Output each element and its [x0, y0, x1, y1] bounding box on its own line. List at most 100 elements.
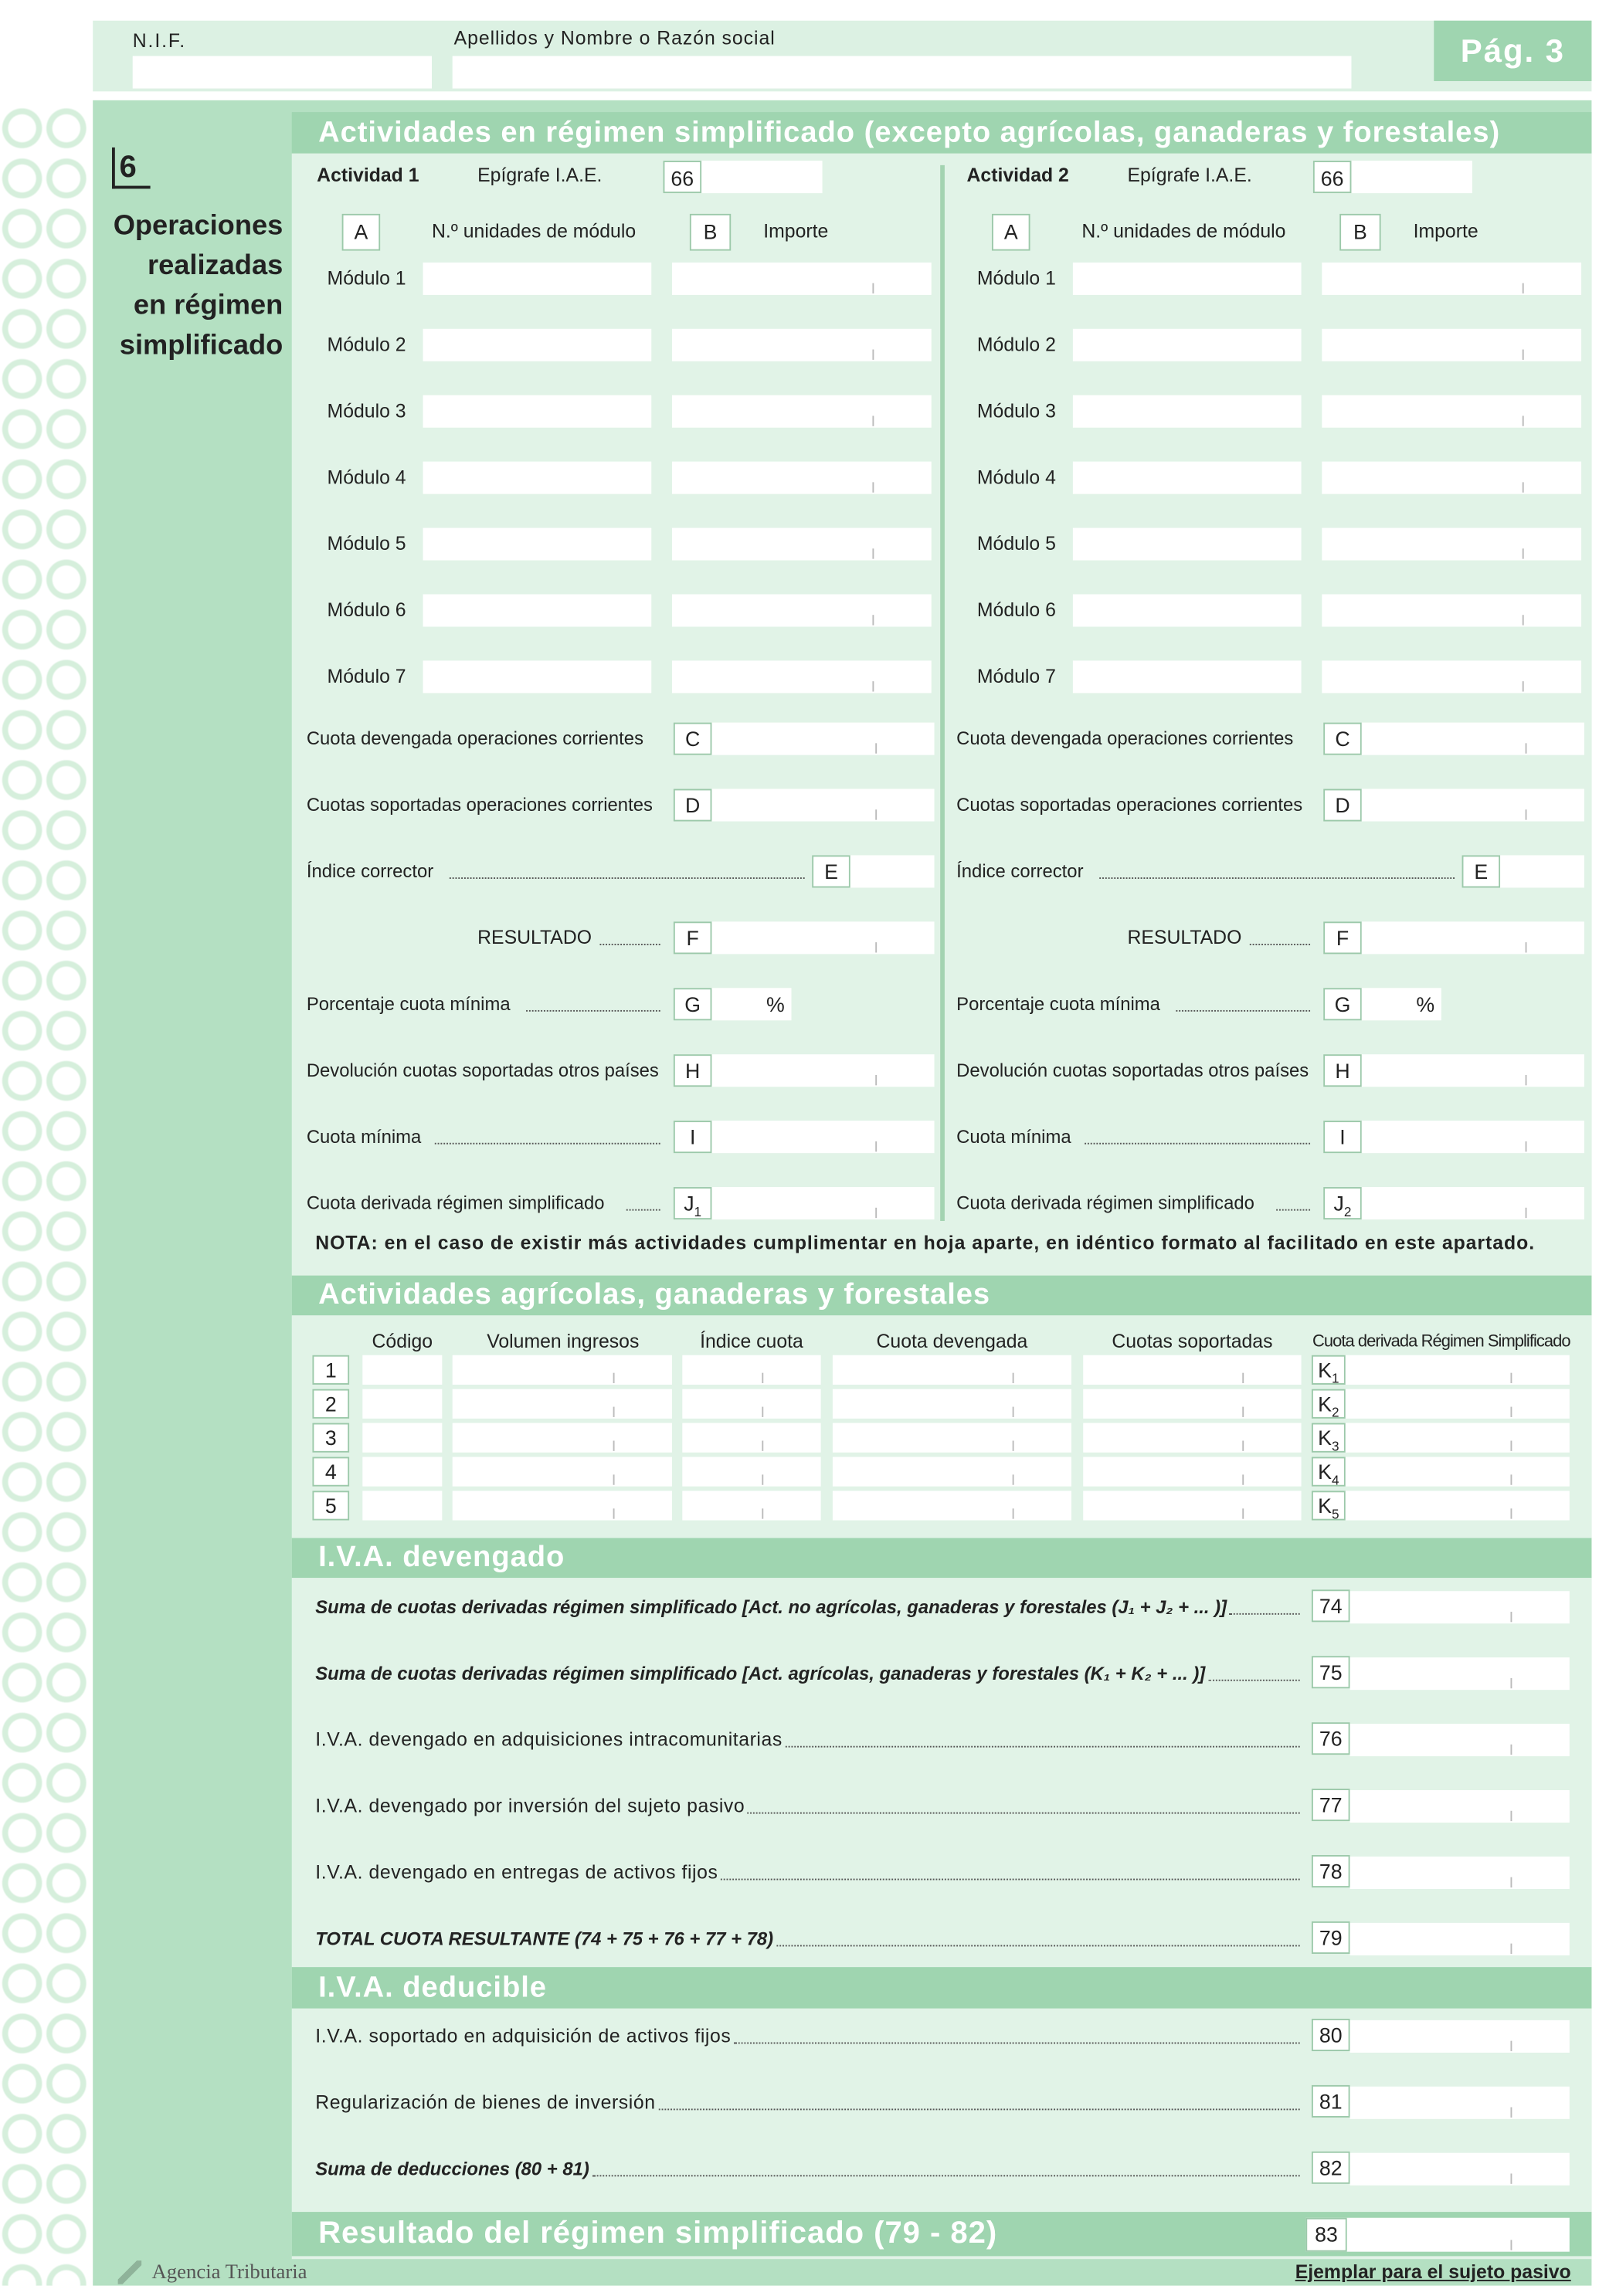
input-field	[362, 1355, 443, 1385]
module-label: Módulo 1	[327, 266, 406, 290]
key-subscript: 1	[1331, 1371, 1339, 1386]
section-title-line: Operaciones	[113, 211, 283, 242]
section-title-line: simplificado	[119, 330, 283, 361]
input-field	[452, 1491, 672, 1521]
input-field	[423, 395, 652, 428]
decimal-mark	[1242, 1440, 1244, 1451]
decimal-mark	[762, 1372, 764, 1384]
row-label: I.V.A. devengado por inversión del sujet…	[315, 1794, 745, 1817]
input-field	[1083, 1355, 1302, 1385]
module-label: Módulo 3	[976, 399, 1056, 422]
row-label: I.V.A. devengado en adquisiciones intrac…	[315, 1728, 783, 1751]
input-field	[1345, 1423, 1570, 1453]
input-field	[1361, 1187, 1584, 1220]
dot-leader	[1085, 1141, 1311, 1145]
row-key: D	[1323, 789, 1362, 822]
column-letter: B	[1339, 213, 1381, 251]
input-field	[711, 722, 935, 755]
input-field	[711, 1187, 935, 1220]
dot-leader	[1229, 1612, 1300, 1615]
box-number: 80	[1311, 2018, 1350, 2051]
input-field	[671, 461, 932, 494]
decimal-mark	[875, 809, 878, 820]
input-field	[423, 262, 652, 295]
input-field	[1349, 1922, 1570, 1955]
box-number: 74	[1311, 1589, 1350, 1623]
input-field	[832, 1457, 1071, 1487]
row-label: Suma de cuotas derivadas régimen simplif…	[315, 1663, 1206, 1684]
decimal-mark	[872, 615, 874, 626]
module-label: Módulo 2	[976, 333, 1056, 356]
decimal-mark	[1525, 942, 1527, 953]
input-field	[1349, 1856, 1570, 1889]
module-label: Módulo 2	[327, 333, 406, 356]
row-number: 5	[312, 1491, 350, 1521]
decimal-mark	[1012, 1440, 1014, 1451]
input-field	[832, 1423, 1071, 1453]
decimal-mark	[1510, 1474, 1512, 1485]
decimal-mark	[1522, 415, 1524, 426]
decimal-mark	[875, 1207, 878, 1219]
input-field	[1361, 921, 1584, 955]
input-field	[850, 855, 935, 888]
input-field	[711, 988, 792, 1021]
input-field	[1349, 2020, 1570, 2053]
decimal-mark	[875, 1074, 878, 1086]
row-label: I.V.A. devengado en entregas de activos …	[315, 1860, 718, 1884]
column-header: Índice cuota	[700, 1330, 803, 1352]
input-field	[1072, 594, 1302, 627]
input-field	[1349, 2152, 1570, 2186]
decimal-mark	[1510, 1877, 1512, 1888]
input-field	[1345, 1355, 1570, 1385]
decimal-mark	[872, 415, 874, 426]
column-label: N.º unidades de módulo	[1081, 219, 1286, 242]
row-key: C	[1323, 722, 1362, 755]
dot-leader	[785, 1745, 1300, 1748]
dot-leader	[776, 1944, 1300, 1947]
decimal-mark	[1242, 1508, 1244, 1519]
section-number: 6	[111, 147, 151, 189]
input-field	[711, 789, 935, 822]
input-field	[1345, 1457, 1570, 1487]
name-label: Apellidos y Nombre o Razón social	[453, 26, 776, 49]
decimal-mark	[1242, 1406, 1244, 1417]
decimal-mark	[1525, 743, 1527, 754]
row-key: K3	[1311, 1423, 1346, 1453]
row-number: 1	[312, 1355, 350, 1385]
input-field	[452, 1389, 672, 1419]
activity-label: Actividad 2	[966, 163, 1069, 186]
activity-divider	[940, 164, 945, 1221]
dot-leader	[747, 1811, 1300, 1814]
key-subscript: 2	[1331, 1405, 1339, 1420]
activity-label: Actividad 1	[317, 163, 419, 186]
column-header: Código	[372, 1330, 433, 1352]
input-field	[671, 594, 932, 627]
decimal-mark	[1012, 1508, 1014, 1519]
decimal-mark	[1510, 1406, 1512, 1417]
decimal-mark	[1522, 681, 1524, 692]
row-key: I	[673, 1121, 712, 1154]
note: NOTA: en el caso de existir más activida…	[315, 1231, 1536, 1253]
input-field	[1361, 1121, 1584, 1154]
column-label: Importe	[763, 219, 829, 242]
row-key: K2	[1311, 1389, 1346, 1420]
input-field	[1345, 1491, 1570, 1521]
decimal-mark	[1510, 2040, 1512, 2051]
box-number: 79	[1311, 1921, 1350, 1954]
input-field	[682, 1457, 821, 1487]
dot-leader	[599, 942, 660, 945]
epigrafe-code: 66	[663, 161, 702, 194]
row-label: Cuota devengada operaciones corrientes	[956, 728, 1294, 749]
input-field	[423, 527, 652, 561]
decimal-mark	[613, 1508, 615, 1519]
column-letter: B	[689, 213, 732, 251]
box-number: 82	[1311, 2151, 1350, 2184]
decimal-mark	[1525, 1074, 1527, 1086]
row-label: RESULTADO	[477, 926, 592, 948]
input-field	[832, 1355, 1071, 1385]
input-field	[1361, 722, 1584, 755]
decimal-mark	[1012, 1474, 1014, 1485]
input-field	[1072, 395, 1302, 428]
input-field	[452, 56, 1352, 89]
decimal-mark	[875, 1141, 878, 1152]
